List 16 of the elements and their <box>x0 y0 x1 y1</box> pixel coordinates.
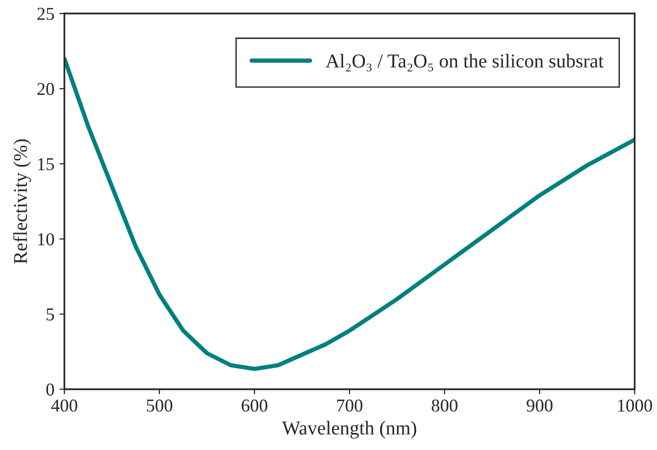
x-tick-label: 700 <box>337 399 362 412</box>
y-axis-title: Reflectivity (%) <box>13 139 32 264</box>
y-tick-label: 15 <box>38 158 54 170</box>
y-tick-label: 5 <box>46 308 54 321</box>
y-tick-label: 0 <box>46 384 54 396</box>
x-axis-title: Wavelength (nm) <box>282 420 416 439</box>
x-tick-label: 900 <box>526 399 552 412</box>
x-tick-label: 400 <box>51 399 78 412</box>
x-tick-label: 500 <box>146 399 172 412</box>
x-tick-label: 1000 <box>618 399 652 412</box>
x-tick-label: 600 <box>242 399 268 412</box>
x-tick-label: 800 <box>432 399 458 412</box>
y-tick-label: 20 <box>37 82 54 96</box>
y-tick-label: 10 <box>38 233 54 246</box>
legend-label: Al₂O₃ / Ta₂O₅ on the silicon subsrat <box>326 54 604 72</box>
y-tick-label: 25 <box>37 8 54 20</box>
